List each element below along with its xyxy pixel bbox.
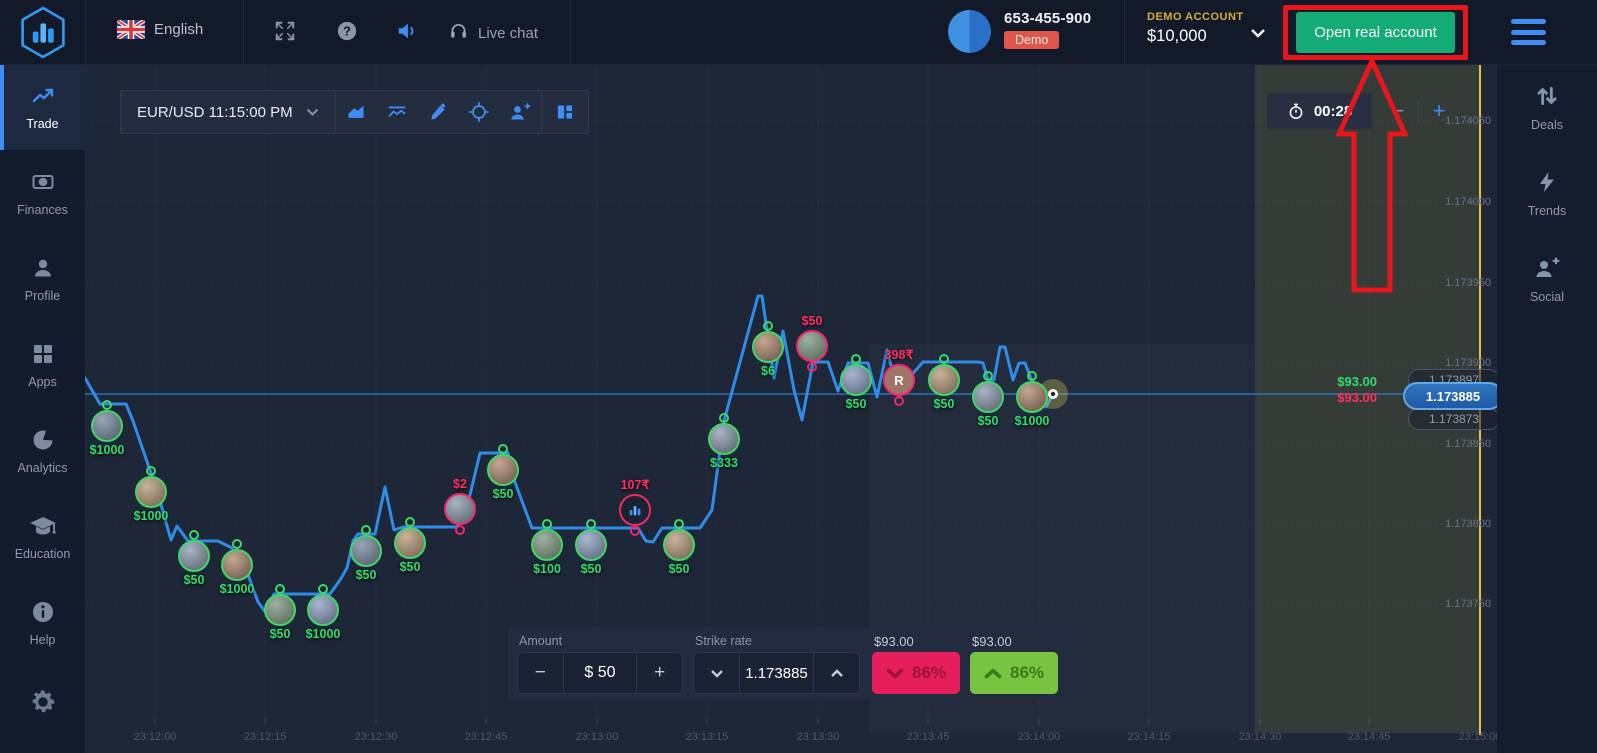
sidebar-item-analytics[interactable]: Analytics [0,408,85,494]
sidebar-item-deals[interactable]: Deals [1497,64,1597,150]
left-sidebar: Trade Finances Profile Apps [0,64,85,753]
menu-icon[interactable] [1511,19,1546,51]
language-label: English [154,21,204,38]
up-percent: 86% [1009,663,1045,682]
arrows-up-down-icon [1537,86,1557,105]
account-id: 653-455-900 [1004,10,1092,27]
demo-badge: Demo [1004,31,1060,49]
sidebar-item-social[interactable]: Social [1497,236,1597,322]
indicators-icon[interactable] [377,91,418,133]
strike-lower-pill[interactable]: 1.173873 [1408,408,1500,430]
account-type-label: DEMO ACCOUNT [1147,11,1244,23]
copy-traders-icon[interactable] [500,91,541,133]
chart-area: 1.174050 1.174000 1.173950 1.173900 1.173850… [85,64,1503,753]
divider [85,0,86,64]
avatar [948,10,991,53]
strike-payouts: $93.00 $93.00 [1337,374,1377,406]
amount-increase-button[interactable]: + [636,653,682,693]
lightning-icon [1540,171,1554,192]
sidebar-item-finances[interactable]: Finances [0,150,85,236]
top-bar: English ? [0,0,1597,65]
sidebar-item-apps[interactable]: Apps [0,322,85,408]
strike-rate-value[interactable]: 1.173885 [739,653,813,693]
sidebar-item-education[interactable]: Education [0,494,85,580]
payout-up-value: $93.00 [1337,374,1377,389]
fullscreen-icon[interactable] [274,20,296,47]
drawing-pencil-icon[interactable] [418,91,459,133]
layout-split-icon[interactable] [540,91,588,133]
account-info[interactable]: 653-455-900 Demo [948,10,1091,53]
stopwatch-icon [1289,103,1303,119]
sidebar-item-help[interactable]: Help [0,580,85,666]
svg-text:?: ? [343,24,351,39]
brand-logo-icon[interactable] [17,6,69,64]
chevron-down-icon [306,108,318,116]
sidebar-item-profile[interactable]: Profile [0,236,85,322]
expiry-timer: 00:28 [1267,93,1372,129]
strike-increase-button[interactable] [813,653,859,693]
strike-rate-label: Strike rate [695,634,752,648]
grid-icon [33,344,52,363]
divider [570,0,571,64]
strike-rate-stepper: 1.173885 [693,652,860,694]
chevron-up-icon [830,668,843,677]
person-plus-icon [1536,256,1560,277]
asset-label: EUR/USD 11:15:00 PM [137,103,293,121]
payout-down-value: $93.00 [1337,390,1377,405]
help-circle-icon[interactable]: ? [336,20,358,47]
bet-down-button[interactable]: 86% [872,652,960,694]
headset-icon [448,20,469,46]
strike-decrease-button[interactable] [694,653,739,693]
amount-stepper: − $ 50 + [517,652,683,694]
chart-toolbar: EUR/USD 11:15:00 PM [120,90,589,134]
crosshair-icon[interactable] [459,91,500,133]
sidebar-item-trade[interactable]: Trade [0,64,85,150]
timer-increase-button[interactable]: + [1432,98,1446,123]
chevron-down-icon [886,668,904,678]
divider [1418,100,1419,122]
trade-panel: Amount − $ 50 + Strike rate 1.173885 $93… [508,627,1068,700]
right-sidebar: Deals Trends Social [1497,64,1597,753]
person-icon [34,259,51,276]
down-payout-label: $93.00 [874,634,914,649]
chevron-down-icon[interactable] [1250,25,1266,43]
timer-controls: − + [1378,93,1459,129]
bet-up-button[interactable]: 86% [970,652,1058,694]
up-payout-label: $93.00 [972,634,1012,649]
chevron-down-icon [710,669,723,678]
sound-icon[interactable] [396,20,418,47]
divider [243,0,244,64]
pie-icon [33,429,54,449]
chevron-up-icon [984,668,1002,678]
account-switcher[interactable]: DEMO ACCOUNT $10,000 [1147,11,1244,46]
open-real-account-button[interactable]: Open real account [1296,12,1455,53]
timer-decrease-button[interactable]: − [1391,98,1405,123]
down-percent: 86% [911,663,947,682]
uk-flag-icon [117,20,145,39]
banknote-icon [32,174,53,189]
amount-value[interactable]: $ 50 [562,653,637,693]
timer-value: 00:28 [1313,102,1353,120]
asset-selector[interactable]: EUR/USD 11:15:00 PM [121,91,336,133]
language-selector[interactable]: English [117,20,203,39]
current-price-pill: 1.173885 [1403,382,1503,410]
live-chat-label: Live chat [478,24,539,42]
graduation-cap-icon [29,516,56,535]
divider [1281,0,1282,64]
amount-decrease-button[interactable]: − [534,662,546,683]
info-icon [32,601,53,622]
amount-label: Amount [519,634,563,648]
trend-up-icon [32,88,53,102]
sidebar-item-trends[interactable]: Trends [1497,150,1597,236]
chart-type-area-icon[interactable] [336,91,377,133]
settings-gear-icon[interactable] [0,666,85,738]
account-balance: $10,000 [1147,27,1207,45]
live-chat-button[interactable]: Live chat [448,20,538,46]
divider [1124,0,1125,64]
